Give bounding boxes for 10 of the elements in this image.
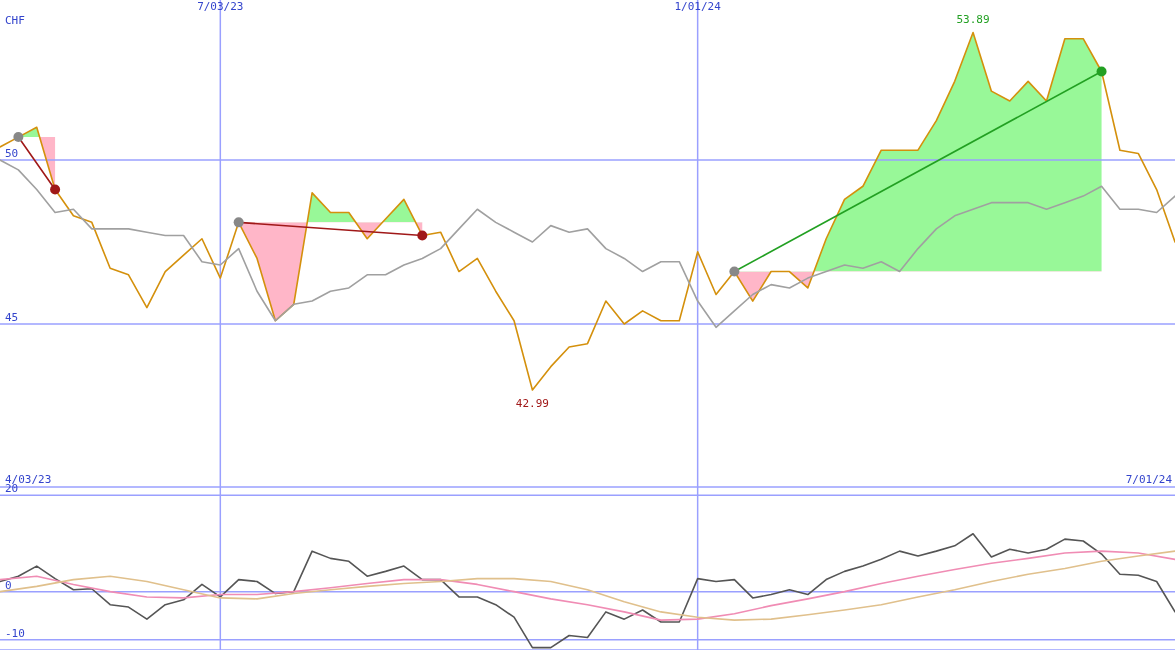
y-tick-label: 45 xyxy=(5,311,19,325)
x-tick-label: 7/03/23 xyxy=(197,0,244,13)
y-axis-title: CHF xyxy=(5,14,25,27)
y-tick-label: -10 xyxy=(5,626,25,640)
x-tick-label: 1/01/24 xyxy=(674,0,722,13)
annotation: 53.89 xyxy=(956,13,990,27)
annotation: 7/01/24 xyxy=(1125,473,1173,486)
y-tick-label: 0 xyxy=(5,578,12,592)
y-tick-label: 50 xyxy=(5,147,19,161)
annotation: 42.99 xyxy=(515,396,549,410)
